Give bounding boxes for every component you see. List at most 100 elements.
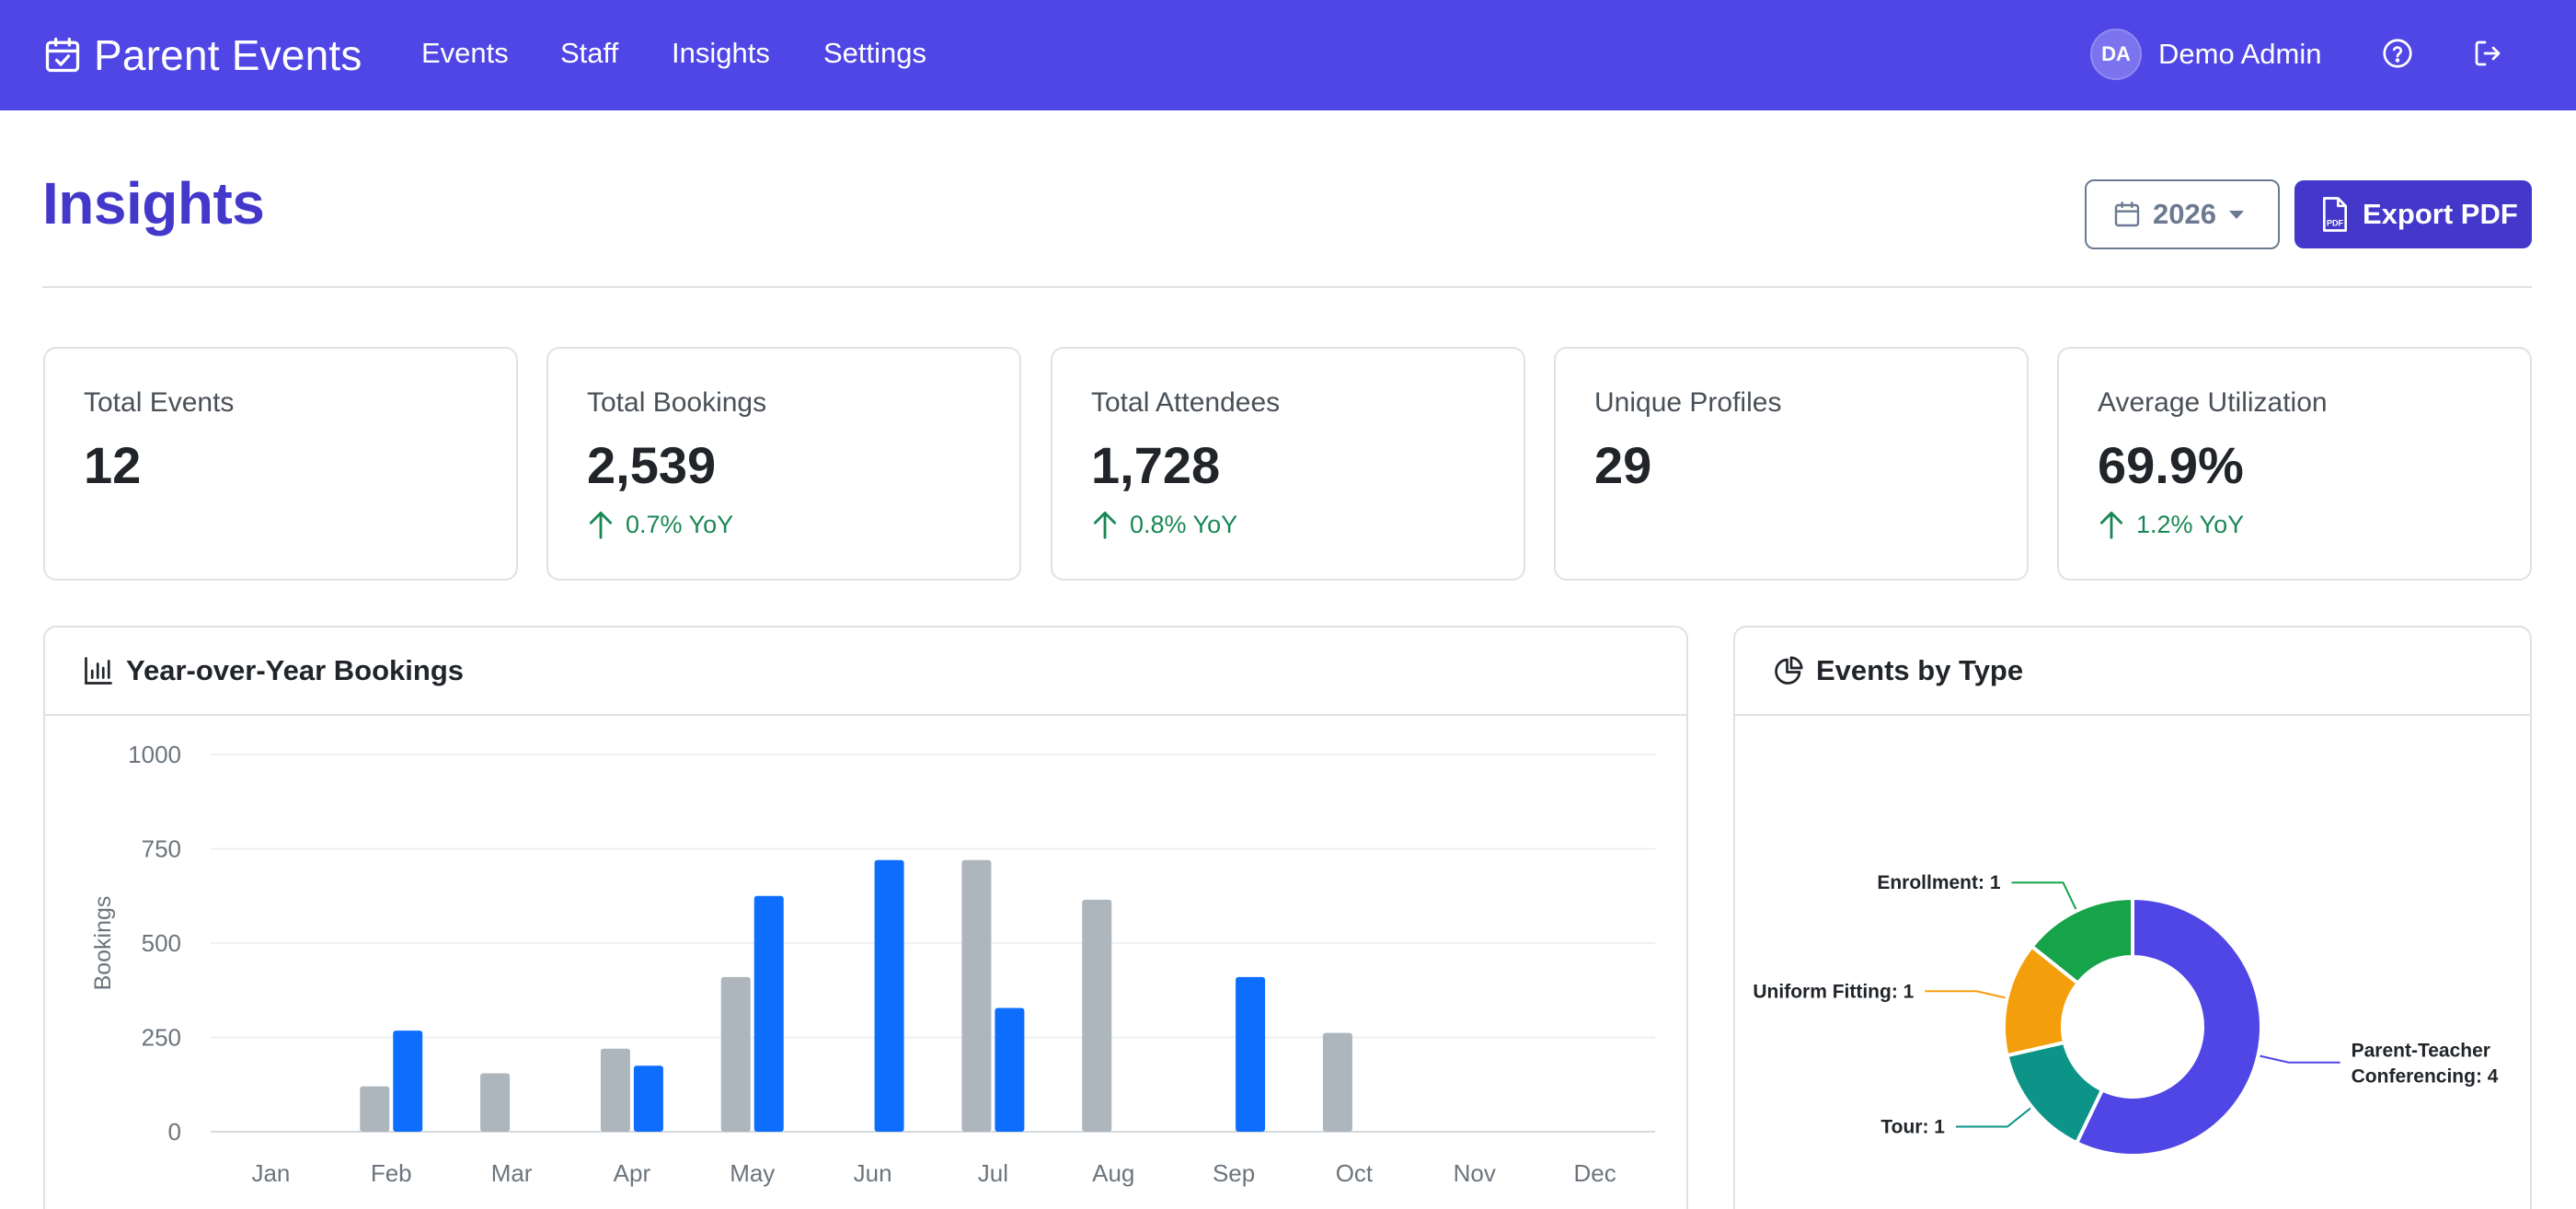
bar: [633, 1065, 663, 1132]
pie-label: Enrollment: 1: [1877, 872, 2001, 893]
pie-slice: [2030, 896, 2134, 985]
nav-link-settings[interactable]: Settings: [823, 37, 927, 69]
nav-link-insights[interactable]: Insights: [672, 37, 770, 69]
y-tick-label: 750: [142, 835, 181, 863]
pie-leader-line: [1925, 990, 2006, 999]
file-pdf-icon: PDF: [2323, 197, 2348, 232]
pie-chart-icon: [1775, 656, 1803, 685]
caret-down-icon: [2228, 210, 2244, 219]
stat-delta: 1.2% YoY: [2098, 510, 2530, 539]
arrow-up-icon: [1093, 512, 1117, 539]
y-tick-label: 500: [142, 929, 181, 957]
bar: [1082, 899, 1112, 1132]
stat-value: 69.9%: [2098, 436, 2244, 494]
pie-slice: [2075, 896, 2263, 1157]
stat-label: Average Utilization: [2098, 387, 2328, 418]
calendar-check-icon: [45, 37, 80, 73]
x-tick-label: Dec: [1573, 1159, 1616, 1187]
bar: [1322, 1032, 1352, 1132]
bar: [480, 1073, 511, 1132]
events-by-type-panel: Events by Type Parent-Teacher Conferencin…: [1733, 626, 2532, 1209]
x-tick-label: Jun: [854, 1159, 892, 1187]
svg-text:PDF: PDF: [2327, 219, 2344, 228]
stat-value: 2,539: [587, 436, 717, 494]
brand[interactable]: Parent Events: [42, 28, 362, 83]
year-select-value: 2026: [2153, 198, 2216, 230]
type-panel-header: Events by Type: [1735, 628, 2530, 716]
bar: [753, 895, 784, 1132]
x-tick-label: Aug: [1092, 1159, 1134, 1187]
stat-card-total-events: Total Events 12: [43, 347, 518, 581]
type-panel-title: Events by Type: [1816, 654, 2024, 686]
stat-card-total-bookings: Total Bookings 2,539 0.7% YoY: [546, 347, 1021, 581]
stat-label: Total Events: [84, 387, 235, 418]
x-tick-label: Nov: [1454, 1159, 1496, 1187]
x-tick-label: Feb: [371, 1159, 412, 1187]
top-navbar: Parent Events Events Staff Insights Sett…: [0, 0, 2576, 110]
export-pdf-button[interactable]: PDF Export PDF: [2294, 180, 2532, 248]
pie-label: Parent-Teacher: [2352, 1041, 2490, 1062]
bar: [360, 1086, 390, 1132]
avatar: DA: [2090, 29, 2142, 80]
x-tick-label: Jul: [978, 1159, 1008, 1187]
nav-link-staff[interactable]: Staff: [560, 37, 619, 69]
stat-delta: 0.8% YoY: [1091, 510, 1524, 539]
export-pdf-label: Export PDF: [2363, 198, 2518, 230]
yoy-bookings-panel: Year-over-Year Bookings 0 250 500 750 1000 Bo…: [43, 626, 1688, 1209]
x-tick-label: Jan: [251, 1159, 290, 1187]
pie-label: Conferencing: 4: [2352, 1066, 2499, 1088]
stat-delta-text: 0.8% YoY: [1130, 510, 1238, 538]
bar: [995, 1008, 1025, 1132]
x-tick-label: May: [730, 1159, 775, 1187]
bar: [961, 859, 992, 1132]
brand-title: Parent Events: [94, 31, 362, 79]
pie-label: Uniform Fitting: 1: [1753, 981, 1914, 1002]
bar: [720, 976, 751, 1132]
page-title: Insights: [42, 170, 265, 236]
x-tick-label: Sep: [1213, 1159, 1255, 1187]
year-select[interactable]: 2026: [2085, 179, 2280, 249]
events-by-type-donut: Parent-Teacher Conferencing: 4 Tour: 1 Unif…: [1753, 872, 2499, 1157]
user-name: Demo Admin: [2158, 38, 2322, 70]
y-axis-label: Bookings: [90, 896, 116, 991]
help-button[interactable]: [2377, 33, 2418, 74]
user-menu[interactable]: DA Demo Admin: [2090, 29, 2321, 80]
stat-delta-text: 0.7% YoY: [626, 510, 734, 538]
yoy-panel-header: Year-over-Year Bookings: [45, 628, 1686, 716]
pie-leader-line: [2011, 881, 2077, 910]
pie-leader-line: [2260, 1054, 2340, 1064]
arrow-up-icon: [2099, 512, 2123, 539]
yoy-bar-chart: 0 250 500 750 1000 Bookings Jan Feb Mar Apr May Jun…: [90, 741, 1655, 1187]
bar: [1236, 976, 1266, 1132]
stat-delta-text: 1.2% YoY: [2136, 510, 2245, 538]
x-tick-label: Apr: [614, 1159, 651, 1187]
stat-value: 12: [84, 436, 142, 494]
y-tick-label: 1000: [128, 741, 181, 768]
pie-label: Tour: 1: [1880, 1116, 1945, 1137]
bar: [874, 859, 904, 1132]
y-tick-label: 250: [142, 1024, 181, 1052]
stat-card-total-attendees: Total Attendees 1,728 0.8% YoY: [1051, 347, 1525, 581]
stat-label: Unique Profiles: [1594, 387, 1782, 418]
stat-delta: 0.7% YoY: [587, 510, 1019, 539]
stat-value: 1,728: [1091, 436, 1221, 494]
yoy-panel-title: Year-over-Year Bookings: [126, 654, 464, 686]
bar-chart-icon: [85, 657, 112, 685]
stat-label: Total Bookings: [587, 387, 767, 418]
arrow-up-icon: [589, 512, 613, 539]
stat-label: Total Attendees: [1091, 387, 1281, 418]
question-circle-icon: [2383, 39, 2412, 68]
stat-value: 29: [1594, 436, 1652, 494]
nav-link-events[interactable]: Events: [421, 37, 509, 69]
stat-card-average-utilization: Average Utilization 69.9% 1.2% YoY: [2057, 347, 2532, 581]
bar: [393, 1031, 423, 1132]
bar: [600, 1048, 630, 1132]
x-tick-label: Mar: [491, 1159, 533, 1187]
stat-card-unique-profiles: Unique Profiles 29: [1554, 347, 2029, 581]
logout-button[interactable]: [2467, 33, 2508, 74]
pie-leader-line: [1955, 1107, 2031, 1128]
y-tick-label: 0: [168, 1118, 181, 1146]
calendar-icon: [2114, 202, 2140, 227]
logout-icon: [2475, 40, 2501, 66]
x-tick-label: Oct: [1336, 1159, 1374, 1187]
